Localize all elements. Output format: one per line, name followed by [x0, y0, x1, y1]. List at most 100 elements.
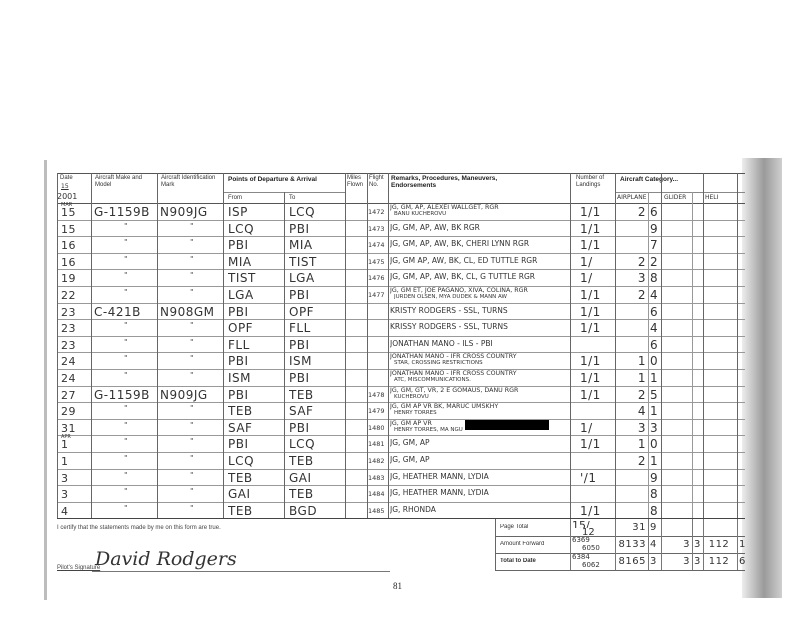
airplane-tenths-cell: 8 — [650, 271, 659, 286]
remarks-cell: KRISTY RODGERS - SSL, TURNS — [390, 305, 508, 315]
to-cell: LGA — [289, 271, 315, 286]
totals-column-line — [615, 519, 616, 570]
landings-cell: 1/ — [580, 271, 593, 286]
flight-number-cell: 1485 — [368, 506, 385, 515]
row-line — [57, 335, 745, 337]
aircraft-ident-cell: " — [190, 454, 194, 462]
from-cell: TEB — [228, 404, 253, 419]
aircraft-ident-cell: " — [190, 321, 194, 330]
aircraft-make-cell: " — [124, 254, 128, 263]
column-line — [648, 192, 649, 519]
to-cell: PBI — [289, 337, 310, 352]
aircraft-ident-cell: " — [190, 470, 194, 479]
aircraft-make-cell: " — [124, 288, 128, 296]
aircraft-make-cell: " — [124, 321, 128, 330]
totals-row-line — [495, 570, 745, 571]
date-cell: 15 — [61, 206, 76, 219]
header-to: To — [289, 195, 296, 201]
aircraft-ident-cell: " — [190, 354, 194, 363]
aircraft-ident-cell: " — [190, 487, 194, 496]
landings-cell: 1/1 — [580, 371, 601, 385]
airplane-hours-cell — [615, 321, 646, 336]
date-cell: 23 — [61, 338, 76, 352]
aircraft-ident-cell: N908GM — [160, 304, 215, 319]
landings-cell — [580, 487, 614, 502]
row-line — [57, 385, 745, 387]
aircraft-make-cell: " — [124, 404, 128, 413]
landings-cell — [580, 454, 614, 469]
remarks-cell: JG, GM, AP, AW, BK, CHERI LYNN RGR — [390, 239, 530, 249]
from-cell: ISM — [228, 371, 252, 385]
flight-number-cell: 1482 — [368, 457, 385, 465]
from-cell: LCQ — [228, 454, 255, 468]
from-cell: MIA — [228, 254, 252, 269]
to-cell: PBI — [289, 420, 310, 435]
aircraft-make-cell: " — [124, 503, 128, 512]
totals-heli-tenths — [739, 522, 747, 536]
column-line — [692, 192, 693, 519]
airplane-tenths-cell: 7 — [650, 238, 659, 253]
landings-cell: 1/1 — [580, 354, 601, 369]
totals-landings-bottom: 12 — [582, 527, 595, 536]
totals-airplane-tenths: 3 — [650, 556, 657, 567]
date-cell: 31 — [61, 421, 76, 435]
flight-number-cell: 1475 — [368, 257, 385, 266]
header-miles: Miles Flown — [347, 175, 364, 188]
landings-cell: '/1 — [580, 470, 597, 485]
date-cell: 15 — [61, 222, 76, 236]
airplane-hours-cell: 4 — [637, 404, 646, 419]
to-cell: ISM — [289, 354, 313, 369]
row-line — [57, 468, 745, 470]
aircraft-make-cell: " — [124, 221, 128, 230]
from-cell: GAI — [228, 487, 251, 502]
airplane-tenths-cell: 6 — [650, 337, 659, 352]
header-landings: Number of Landings — [576, 175, 605, 188]
column-line — [57, 173, 58, 519]
from-cell: OPF — [228, 321, 254, 336]
remarks-cell: JG, GM, AP, AW, BK RGR — [390, 222, 480, 232]
row-line — [57, 219, 745, 221]
airplane-tenths-cell: 9 — [650, 221, 659, 236]
totals-glider-hours: 3 — [683, 556, 690, 567]
remarks-line-1: JG, GM, AP, ALEXEI WALLGET, RGR — [390, 204, 499, 211]
month-label: APR — [61, 434, 71, 441]
aircraft-ident-cell: N909JG — [160, 387, 208, 402]
row-line — [57, 352, 745, 354]
totals-glider-hours — [661, 522, 690, 536]
redaction-box — [465, 419, 549, 430]
date-cell: 23 — [61, 305, 76, 319]
remarks-line-1: JG, GM, GT, VR, 2 E GOMAUS, DANU RGR — [390, 386, 519, 394]
totals-heli-hours: 112 — [708, 556, 730, 567]
date-cell: 1 — [61, 438, 69, 452]
airplane-hours-cell: 1 — [637, 371, 646, 385]
date-cell: 19 — [61, 272, 76, 286]
totals-landings-top: 6384 — [572, 553, 590, 561]
totals-label: Page Total — [500, 524, 529, 530]
remarks-cell: JG, RHONDA — [390, 504, 436, 514]
remarks-line-1: JONATHAN MANO - IFR CROSS COUNTRY — [390, 370, 517, 377]
totals-heli-tenths: 1 — [739, 539, 746, 550]
remarks-line-2: KUCHEROVU — [394, 393, 429, 400]
landings-cell: 1/ — [580, 420, 593, 435]
flight-number-cell: 1477 — [368, 291, 385, 299]
to-cell: PBI — [289, 221, 310, 236]
row-line — [57, 236, 745, 238]
remarks-line-1: JG, GM AP VR BK, MARUC UMSKHY — [390, 403, 499, 411]
aircraft-make-cell: " — [124, 487, 128, 496]
landings-cell: 1/ — [580, 254, 593, 269]
airplane-tenths-cell: 9 — [650, 470, 659, 485]
landings-cell — [580, 338, 614, 353]
airplane-hours-cell: 1 — [637, 437, 646, 452]
page-binding-edge — [44, 160, 47, 600]
header-date: Date — [60, 175, 73, 181]
month-label: MAR — [61, 202, 73, 208]
aircraft-make-cell: " — [124, 371, 128, 379]
airplane-hours-cell — [615, 471, 646, 486]
remarks-line-2: JURDEN OLSEN, MYA DUDEK & MANN AW — [394, 294, 507, 300]
landings-cell: 1/1 — [580, 321, 601, 336]
totals-column-line — [570, 519, 571, 570]
airplane-hours-cell: 2 — [637, 288, 646, 302]
header-airplane: AIRPLANE — [617, 194, 647, 201]
landings-cell: 1/1 — [580, 221, 601, 236]
totals-border — [495, 519, 496, 570]
